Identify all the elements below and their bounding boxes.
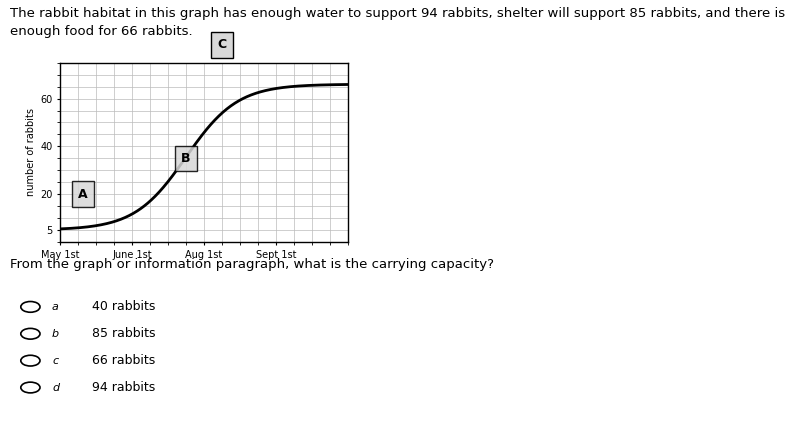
Y-axis label: number of rabbits: number of rabbits xyxy=(26,108,36,196)
Text: b: b xyxy=(52,329,59,339)
Text: 94 rabbits: 94 rabbits xyxy=(92,381,155,394)
Text: 40 rabbits: 40 rabbits xyxy=(92,300,155,314)
Text: d: d xyxy=(52,383,59,392)
Text: enough food for 66 rabbits.: enough food for 66 rabbits. xyxy=(10,25,192,38)
Text: a: a xyxy=(52,302,59,312)
Text: c: c xyxy=(52,356,58,366)
Text: B: B xyxy=(182,152,190,165)
Text: C: C xyxy=(218,38,226,52)
Text: A: A xyxy=(78,188,88,201)
Text: 85 rabbits: 85 rabbits xyxy=(92,327,155,340)
Text: From the graph or information paragraph, what is the carrying capacity?: From the graph or information paragraph,… xyxy=(10,258,494,271)
Text: The rabbit habitat in this graph has enough water to support 94 rabbits, shelter: The rabbit habitat in this graph has eno… xyxy=(10,7,785,20)
Text: 66 rabbits: 66 rabbits xyxy=(92,354,155,367)
